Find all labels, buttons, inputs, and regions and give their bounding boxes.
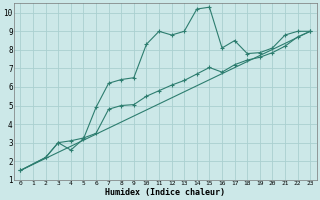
X-axis label: Humidex (Indice chaleur): Humidex (Indice chaleur) — [105, 188, 225, 197]
